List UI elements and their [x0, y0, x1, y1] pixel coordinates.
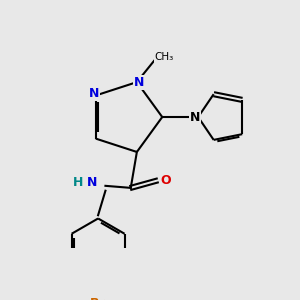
Text: CH₃: CH₃	[154, 52, 174, 62]
Text: H: H	[73, 176, 83, 189]
Text: N: N	[88, 87, 99, 100]
Text: Br: Br	[90, 297, 106, 300]
Text: N: N	[134, 76, 144, 88]
Text: O: O	[160, 174, 171, 187]
Text: N: N	[190, 110, 200, 124]
Text: N: N	[87, 176, 98, 189]
